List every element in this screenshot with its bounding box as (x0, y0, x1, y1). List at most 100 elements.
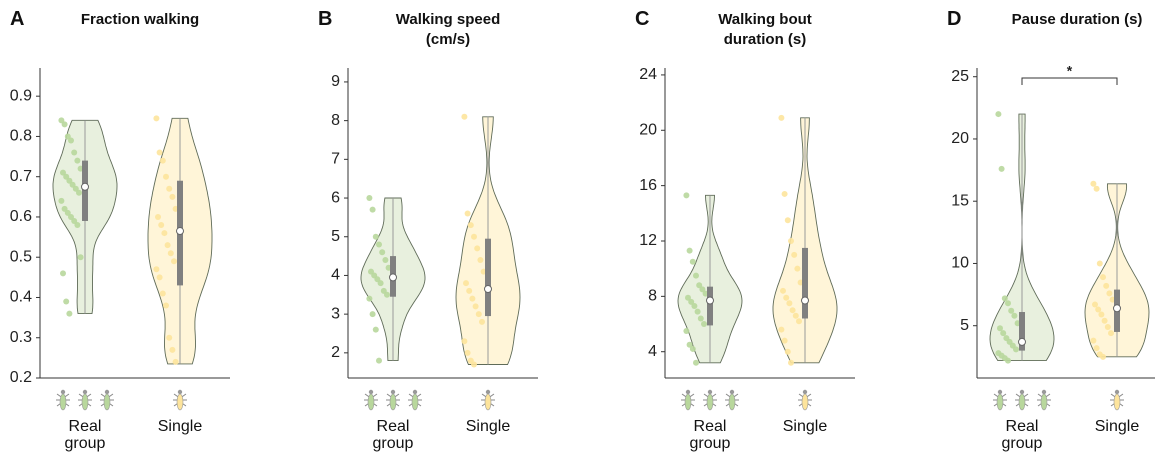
data-point (686, 247, 693, 254)
data-point (1005, 300, 1011, 307)
data-point (64, 133, 71, 140)
data-point (998, 165, 1005, 172)
y-tick-label: 5 (960, 317, 969, 334)
data-point (63, 298, 70, 305)
data-point (464, 349, 471, 356)
data-point (369, 206, 376, 213)
data-point (372, 233, 379, 240)
data-point (172, 358, 179, 365)
data-point (1098, 311, 1105, 318)
data-point (1093, 185, 1100, 192)
data-point (153, 115, 160, 122)
data-point (995, 111, 1002, 118)
data-point (1096, 260, 1103, 267)
data-point (159, 290, 166, 297)
data-point (153, 266, 160, 273)
data-point (60, 169, 66, 176)
data-point (689, 258, 696, 265)
data-point (461, 338, 468, 345)
fly-icon (364, 389, 378, 411)
y-tick-label: 0.4 (10, 289, 32, 306)
data-point (63, 173, 70, 180)
fly-icon (173, 389, 187, 411)
data-point (464, 210, 471, 217)
data-point (469, 295, 476, 302)
data-point (479, 318, 485, 325)
data-point (461, 113, 468, 120)
data-point (683, 192, 690, 199)
data-point (792, 312, 799, 319)
y-tick-label: 0.5 (10, 248, 32, 265)
data-point (786, 300, 793, 307)
data-point (167, 250, 174, 257)
y-tick-label: 20 (639, 121, 657, 138)
significance-label: * (1067, 63, 1073, 79)
category-label: Single (1094, 418, 1140, 435)
fly-icon (993, 389, 1007, 411)
panel-letter: A (10, 8, 25, 30)
data-point (158, 222, 165, 229)
data-point (689, 345, 696, 352)
median (1018, 337, 1026, 346)
data-point (701, 321, 707, 328)
data-point (471, 233, 477, 240)
fly-icon (1015, 389, 1029, 411)
data-point (58, 197, 65, 204)
data-point (693, 359, 699, 366)
data-point (166, 334, 173, 341)
data-point (60, 270, 66, 277)
panel-title: Walking bout duration (s) (718, 11, 812, 48)
data-point (693, 272, 699, 279)
data-point (72, 185, 79, 192)
data-point (384, 291, 390, 298)
data-point (1013, 346, 1019, 353)
data-point (472, 303, 479, 310)
data-point (155, 213, 161, 220)
data-point (788, 237, 794, 244)
y-tick-label: 25 (951, 68, 969, 85)
data-point (467, 222, 474, 229)
data-point (778, 326, 785, 333)
data-point (163, 173, 169, 180)
data-point (778, 114, 785, 121)
data-point (475, 311, 482, 318)
y-tick-label: 5 (331, 228, 340, 245)
y-tick-label: 24 (639, 66, 657, 83)
data-point (685, 294, 691, 301)
data-point (61, 205, 68, 212)
data-point (377, 280, 384, 287)
fly-icon (100, 389, 114, 411)
y-tick-label: 16 (639, 177, 657, 194)
data-point (1011, 312, 1018, 319)
data-point (780, 287, 786, 294)
data-point (74, 222, 81, 229)
data-point (1001, 295, 1008, 302)
data-point (997, 325, 1003, 332)
data-point (1000, 330, 1007, 337)
y-tick-label: 0.3 (10, 329, 32, 346)
y-tick-label: 0.2 (10, 369, 32, 386)
data-point (369, 311, 376, 318)
y-tick-label: 2 (331, 344, 340, 361)
data-point (376, 241, 382, 248)
data-point (781, 190, 788, 197)
data-point (1103, 282, 1110, 289)
fly-icon (1110, 389, 1124, 411)
data-point (1090, 180, 1097, 187)
panel-title: Walking speed (cm/s) (395, 11, 501, 48)
data-point (68, 137, 74, 144)
median (801, 296, 809, 305)
panel-title: Fraction walking (80, 11, 200, 28)
data-point (166, 185, 173, 192)
y-tick-label: 20 (951, 130, 969, 147)
category-label: Real group (64, 418, 106, 452)
data-point (169, 193, 176, 200)
iqr-box (802, 247, 808, 319)
y-tick-label: 4 (648, 343, 657, 360)
data-point (683, 327, 690, 334)
data-point (1100, 274, 1106, 281)
data-point (382, 256, 389, 263)
y-tick-label: 0.7 (10, 168, 32, 185)
y-tick-label: 12 (639, 232, 657, 249)
data-point (171, 258, 177, 265)
